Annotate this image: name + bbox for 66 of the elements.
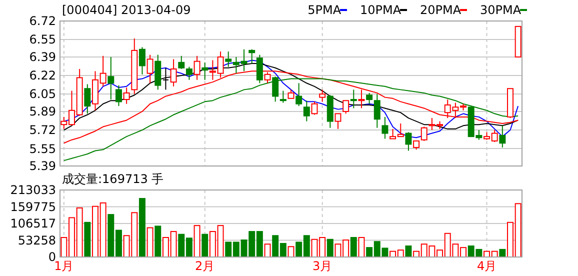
- y-tick-label: 106517: [10, 216, 56, 231]
- y-tick-label: 0: [48, 250, 56, 264]
- candlestick: [358, 89, 365, 109]
- bar: [154, 226, 162, 258]
- candlestick: [374, 94, 380, 128]
- bar: [326, 238, 334, 258]
- y-tick-label: 5.39: [29, 159, 56, 174]
- candlestick: [108, 56, 114, 100]
- y-tick-label: 6.72: [29, 14, 56, 28]
- candlestick: [420, 126, 428, 142]
- y-tick-label: 6.22: [29, 68, 56, 83]
- y-tick-label: 5.72: [29, 123, 56, 138]
- candlestick: [84, 84, 91, 114]
- y-tick-label: 5.89: [29, 104, 56, 119]
- legend-label: 10PMA: [360, 3, 402, 17]
- line-series: [63, 78, 519, 162]
- candlestick: [154, 54, 162, 90]
- bar: [202, 234, 208, 258]
- x-tick-label: 3月: [312, 259, 332, 273]
- candlestick: [138, 46, 146, 75]
- x-tick-label: 2月: [195, 259, 215, 273]
- x-tick-label: 1月: [54, 259, 74, 273]
- legend-label: 30PMA: [480, 3, 522, 17]
- bar: [405, 245, 412, 258]
- bar: [194, 225, 200, 258]
- candlestick: [303, 100, 310, 122]
- bar: [138, 198, 146, 258]
- candlestick: [296, 82, 302, 107]
- candlestick: [280, 90, 286, 104]
- candlestick: [162, 67, 169, 90]
- candlestick: [319, 89, 326, 102]
- candlestick: [115, 84, 122, 107]
- y-tick-label: 213033: [10, 183, 56, 198]
- candlestick: [186, 66, 192, 80]
- candlestick: [248, 48, 256, 64]
- y-tick-label: 5.55: [29, 142, 56, 156]
- candlestick: [256, 54, 263, 84]
- y-tick-label: 6.39: [29, 50, 56, 64]
- legend-label: 5PMA: [308, 3, 342, 17]
- candlestick: [194, 55, 200, 80]
- bar: [146, 227, 154, 258]
- bar: [358, 237, 365, 258]
- bar: [350, 237, 357, 258]
- candlestick: [334, 113, 342, 130]
- candlestick: [366, 92, 373, 104]
- candlestick: [405, 132, 412, 152]
- candlestick: [382, 116, 388, 140]
- candlestick: [178, 55, 185, 70]
- bar: [84, 222, 91, 258]
- candlestick: [225, 51, 232, 68]
- candlestick: [146, 54, 154, 84]
- y-tick-label: 6.05: [29, 87, 56, 102]
- candlestick: [499, 125, 506, 148]
- candlestick: [311, 101, 318, 116]
- candlestick: [170, 58, 177, 87]
- candlestick: [350, 89, 357, 109]
- candlestick: [123, 87, 130, 104]
- chart-title: 成交量:169713 手: [62, 172, 164, 186]
- legend-label: 20PMA: [420, 3, 462, 17]
- y-tick-label: 53258: [18, 233, 56, 248]
- y-tick-label: 159775: [10, 200, 56, 214]
- candlestick: [202, 62, 208, 80]
- y-tick-label: 6.55: [29, 32, 56, 47]
- candlestick: [342, 100, 350, 114]
- chart-title: [000404] 2013-04-09: [62, 3, 191, 17]
- x-tick-label: 4月: [476, 259, 497, 273]
